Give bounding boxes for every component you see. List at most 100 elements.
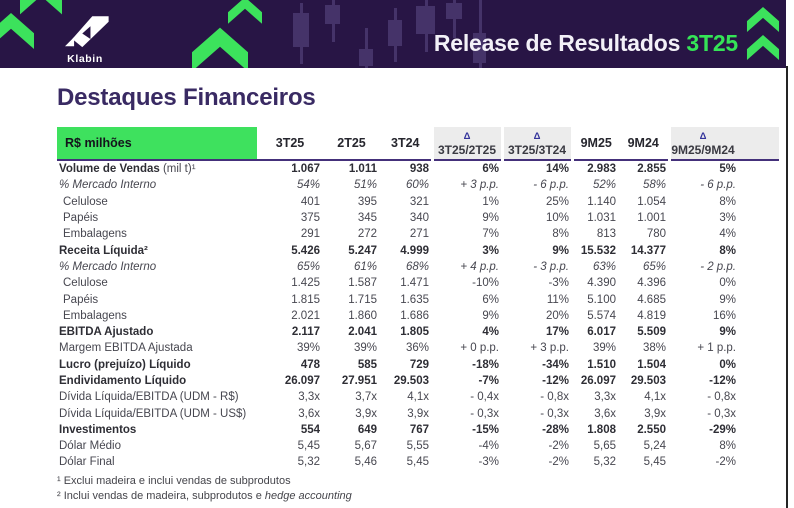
row-label: Dívida Líquida/EBITDA (UDM - R$)	[59, 391, 239, 404]
value-cell: 1.001	[637, 212, 666, 225]
value-cell: 8%	[719, 244, 736, 257]
value-cell: - 2 p.p.	[700, 260, 736, 273]
value-cell: 17%	[545, 326, 569, 339]
value-cell: 5,45	[297, 440, 320, 453]
value-cell: 2.550	[637, 423, 666, 436]
value-cell: 5,32	[593, 456, 616, 469]
value-cell: 5,46	[354, 456, 377, 469]
value-cell: 401	[300, 195, 320, 208]
value-cell: 271	[409, 228, 429, 241]
table-row: Dívida Líquida/EBITDA (UDM - R$) 3,3x 3,7x…	[57, 389, 780, 405]
table-row: Celulose 1.425 1.587 1.471 -10% -3% 4.390 4.396…	[57, 275, 780, 291]
table-row: EBITDA Ajustado 2.117 2.041 1.805 4% 17% 6.017…	[57, 324, 780, 340]
value-cell: 1.067	[291, 163, 320, 176]
klabin-logo: Klabin	[52, 9, 118, 65]
value-cell: 938	[409, 163, 429, 176]
value-cell: 4.999	[400, 244, 429, 257]
value-cell: 20%	[545, 309, 569, 322]
value-cell: -28%	[542, 423, 569, 436]
row-label: Lucro (prejuízo) Líquido	[59, 358, 191, 371]
value-cell: 272	[357, 228, 377, 241]
value-cell: 7%	[482, 228, 499, 241]
delta-icon: Δ	[463, 130, 471, 142]
value-cell: 58%	[642, 179, 666, 192]
value-cell: + 0 p.p.	[460, 342, 499, 355]
unit-header-cell: R$ milhões	[57, 127, 257, 161]
value-cell: 4%	[482, 326, 499, 339]
value-cell: 5,24	[643, 440, 666, 453]
row-label: Dívida Líquida/EBITDA (UDM - US$)	[59, 407, 247, 420]
value-cell: 5%	[719, 163, 736, 176]
value-cell: 63%	[592, 260, 616, 273]
value-cell: 39%	[296, 342, 320, 355]
value-cell: 60%	[405, 179, 429, 192]
value-cell: 0%	[719, 358, 736, 371]
value-cell: - 3 p.p.	[533, 260, 569, 273]
value-cell: 2.021	[291, 309, 320, 322]
value-cell: 3,9x	[407, 407, 429, 420]
value-cell: 4%	[719, 228, 736, 241]
table-row: Dólar Médio 5,45 5,67 5,55 -4% -2% 5,65 5,24 8%	[57, 438, 780, 454]
value-cell: -4%	[478, 440, 499, 453]
klabin-logo-icon	[65, 16, 109, 48]
table-row: Receita Líquida² 5.426 5.247 4.999 3% 9% 15.53…	[57, 242, 780, 258]
value-cell: 6%	[482, 163, 499, 176]
candlestick-decoration	[446, 3, 462, 19]
value-cell: 0%	[719, 277, 736, 290]
value-cell: -3%	[548, 277, 569, 290]
row-label: Investimentos	[59, 423, 137, 436]
table-row: Papéis 375 345 340 9% 10% 1.031 1.001 3%	[57, 210, 780, 226]
value-cell: 1.808	[587, 423, 616, 436]
row-label: EBITDA Ajustado	[59, 326, 154, 339]
klabin-logo-text: Klabin	[67, 53, 103, 65]
value-cell: 4,1x	[644, 391, 666, 404]
value-cell: 1.425	[291, 277, 320, 290]
value-cell: 767	[409, 423, 429, 436]
value-cell: 395	[357, 195, 377, 208]
value-cell: 6%	[482, 293, 499, 306]
row-label: % Mercado Interno	[59, 260, 157, 273]
value-cell: -2%	[548, 456, 569, 469]
financial-highlights: R$ milhões 3T25 2T25 3T24 Δ 3T25/2T25 Δ …	[57, 127, 782, 506]
value-cell: 2.855	[637, 163, 666, 176]
chevron-up-icon	[20, 0, 62, 15]
col-header-9m24: 9M24	[619, 127, 669, 161]
value-cell: 4.390	[587, 277, 616, 290]
banner-title-text: Release de Resultados	[433, 30, 681, 56]
value-cell: 16%	[712, 309, 736, 322]
value-cell: 554	[300, 423, 320, 436]
value-cell: 1.686	[400, 309, 429, 322]
table-row: Embalagens 2.021 1.860 1.686 9% 20% 5.574 4.819…	[57, 308, 780, 324]
value-cell: 1.815	[291, 293, 320, 306]
value-cell: 5,55	[406, 440, 429, 453]
row-label: Celulose	[63, 195, 108, 208]
row-label: Margem EBITDA Ajustada	[59, 342, 193, 355]
value-cell: - 6 p.p.	[533, 179, 569, 192]
value-cell: - 0,4x	[470, 391, 499, 404]
banner: Klabin Release de Resultados 3T25	[0, 0, 786, 68]
value-cell: 11%	[546, 293, 569, 306]
row-label: Receita Líquida²	[59, 244, 148, 257]
candlestick-decoration	[293, 13, 309, 47]
footnote-2: ² Inclui vendas de madeira, subprodutos …	[57, 490, 352, 503]
value-cell: - 0,8x	[707, 391, 736, 404]
value-cell: 345	[357, 212, 377, 225]
row-label: Endividamento Líquido	[59, 375, 187, 387]
value-cell: 340	[409, 212, 429, 225]
value-cell: 27.951	[341, 375, 377, 387]
value-cell: 2.041	[348, 326, 377, 339]
value-cell: 1.504	[637, 358, 666, 371]
value-cell: 14.377	[630, 244, 666, 257]
value-cell: 3%	[719, 212, 736, 225]
value-cell: 10%	[545, 212, 569, 225]
candlestick-decoration	[325, 5, 340, 24]
value-cell: 39%	[353, 342, 377, 355]
page-title: Destaques Financeiros	[57, 84, 316, 111]
value-cell: + 1 p.p.	[697, 342, 736, 355]
row-label: Papéis	[63, 212, 99, 225]
value-cell: 52%	[592, 179, 616, 192]
value-cell: 8%	[719, 440, 736, 453]
candlestick-decoration	[416, 6, 435, 34]
value-cell: 1.587	[348, 277, 377, 290]
